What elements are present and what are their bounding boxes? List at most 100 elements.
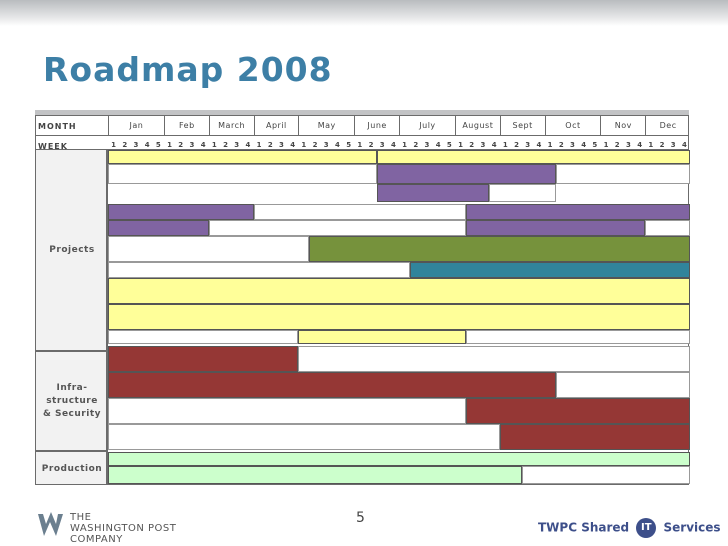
week-cell: 2 [558, 141, 564, 149]
gantt-bar [108, 220, 209, 236]
month-cell: April [253, 116, 299, 135]
week-cell: 5 [155, 141, 161, 149]
page-number: 5 [356, 510, 365, 526]
gantt-bar [108, 304, 690, 330]
brand-it-badge: IT [636, 518, 657, 538]
week-cell: 4 [290, 141, 296, 149]
week-cell: 2 [223, 141, 228, 149]
gantt-bar [466, 330, 690, 344]
month-cell: August [454, 116, 500, 135]
gantt-bar [108, 398, 467, 424]
month-cell: Nov [600, 116, 645, 135]
month-cell: Feb [163, 116, 209, 135]
gantt-bar [376, 164, 556, 184]
gantt-bar [108, 466, 523, 484]
week-cell: 3 [279, 141, 284, 149]
gantt-bar [108, 204, 254, 220]
week-cell: 1 [547, 141, 553, 149]
gantt-bar [298, 330, 467, 344]
gantt-bar [298, 346, 690, 372]
week-cell: 3 [424, 141, 430, 149]
week-header-label: WEEK [38, 142, 68, 151]
gantt-bar [253, 204, 467, 220]
top-gradient-bar [0, 0, 728, 26]
section-label: Infra- structure & Security [42, 383, 101, 420]
title-divider [35, 110, 689, 115]
week-cell: 3 [480, 141, 486, 149]
week-cell: 4 [245, 141, 251, 149]
week-cell: 4 [681, 141, 687, 149]
week-cell: 5 [346, 141, 352, 149]
week-cell: 3 [626, 141, 631, 149]
week-cell: 1 [256, 141, 262, 149]
week-cell: 1 [458, 141, 463, 149]
gantt-bar [108, 372, 556, 398]
gantt-bar [309, 236, 690, 262]
gantt-bar [488, 184, 556, 202]
month-cell: March [208, 116, 254, 135]
section-cell: Projects [35, 149, 107, 351]
week-cell: 2 [659, 141, 665, 149]
week-cell: 1 [603, 141, 609, 149]
week-cell: 3 [234, 141, 240, 149]
week-cell: 3 [133, 141, 139, 149]
week-cell: 4 [200, 141, 206, 149]
week-cell: 2 [178, 141, 184, 149]
gantt-bar [466, 398, 690, 424]
week-cell: 2 [267, 141, 273, 149]
gantt-chart-area [107, 149, 690, 485]
gantt-bar [376, 184, 489, 202]
gantt-bar [555, 164, 690, 184]
week-cell: 2 [122, 141, 128, 149]
week-cell: 4 [536, 141, 542, 149]
week-cell: 1 [167, 141, 172, 149]
slide-title: Roadmap 2008 [43, 50, 333, 89]
month-cell: Jan [108, 116, 164, 135]
month-cell: Dec [645, 116, 690, 135]
week-cell: 2 [514, 141, 519, 149]
week-cell: 3 [570, 141, 575, 149]
week-cell: 1 [301, 141, 307, 149]
week-cell: 4 [335, 141, 340, 149]
brand-text-pre: TWPC Shared [538, 520, 630, 535]
week-cell: 2 [614, 141, 620, 149]
week-cell: 2 [312, 141, 318, 149]
week-cell: 1 [211, 141, 217, 149]
week-cell: 3 [525, 141, 531, 149]
week-cell: 4 [637, 141, 643, 149]
gantt-bar [108, 236, 310, 262]
week-cell: 3 [189, 141, 195, 149]
week-cell: 1 [648, 141, 654, 149]
week-cell: 4 [144, 141, 150, 149]
week-cell: 1 [502, 141, 508, 149]
month-header-row: MONTH Jan Feb March April May June July August S… [35, 115, 689, 136]
month-cell: July [399, 116, 455, 135]
wpc-logo-text: THE WASHINGTON POST COMPANY [70, 512, 177, 545]
gantt-bar [108, 262, 411, 278]
week-cell: 3 [323, 141, 329, 149]
gantt-bar [108, 164, 377, 184]
gantt-bar [108, 424, 500, 450]
week-cell: 1 [111, 141, 117, 149]
brand-text-post: Services [663, 520, 721, 535]
week-cell: 4 [390, 141, 396, 149]
month-cell: Sept [499, 116, 545, 135]
wpc-logo-icon [36, 510, 66, 544]
section-cell: Production [35, 451, 107, 485]
month-header-label: MONTH [38, 122, 77, 131]
month-cell: June [354, 116, 399, 135]
gantt-bar [108, 278, 690, 304]
gantt-bar [208, 220, 467, 236]
gantt-bar [522, 466, 690, 484]
gantt-bar [108, 330, 299, 344]
gantt-bar [466, 220, 646, 236]
gantt-bar [108, 346, 299, 372]
twpc-brand-logo: TWPC Shared IT Services [538, 518, 721, 538]
gantt-bar [466, 204, 690, 220]
week-cell: 2 [413, 141, 419, 149]
week-cell: 4 [581, 141, 587, 149]
month-cell: Oct [544, 116, 601, 135]
week-cell: 3 [670, 141, 676, 149]
week-cell: 2 [368, 141, 374, 149]
month-cell: May [298, 116, 354, 135]
